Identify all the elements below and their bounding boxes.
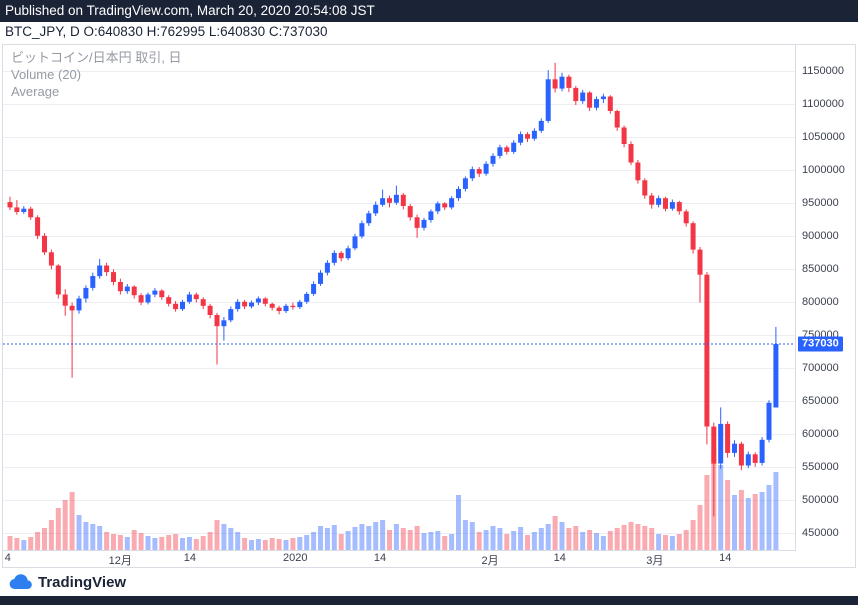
price-tick-label: 850000 (802, 263, 839, 276)
time-tick-label: 2月 (481, 555, 499, 567)
bottom-navy-strip (0, 596, 858, 605)
price-tick-label: 900000 (802, 230, 839, 243)
time-axis[interactable]: 4 12月 14 2020 14 2月 14 3月 14 (3, 551, 795, 567)
time-tick-label: 14 (183, 552, 197, 564)
published-header: Published on TradingView.com, March 20, … (0, 0, 858, 22)
price-tick-label: 1150000 (802, 65, 845, 78)
time-tick-label: 2020 (282, 552, 308, 564)
ohlc-header: BTC_JPY, D O:640830 H:762995 L:640830 C:… (0, 22, 858, 44)
price-tick-label: 650000 (802, 395, 839, 408)
footer-bar: TradingView (0, 568, 858, 596)
price-tick-label: 500000 (802, 494, 839, 507)
price-tick-label: 950000 (802, 197, 839, 210)
tradingview-cloud-icon (9, 574, 32, 590)
price-axis[interactable]: 1150000 1100000 1050000 1000000 950000 900000… (796, 45, 856, 550)
price-tick-label: 550000 (802, 461, 839, 474)
price-tick-label: 1100000 (802, 98, 845, 111)
time-tick-label: 3月 (646, 555, 664, 567)
symbol-ohlc-text: BTC_JPY, D O:640830 H:762995 L:640830 C:… (5, 24, 328, 39)
price-tick-label: 700000 (802, 362, 839, 375)
chart-block: ビットコイン/日本円 取引, 日 Volume (20) Average 115… (2, 44, 856, 568)
time-tick-label: 14 (719, 552, 732, 564)
candlestick-plot[interactable] (3, 45, 795, 550)
last-price-tag: 737030 (798, 336, 843, 352)
published-text: Published on TradingView.com, March 20, … (5, 3, 375, 18)
time-tick-label: 12月 (108, 555, 132, 567)
tradingview-logo-text[interactable]: TradingView (38, 573, 127, 591)
time-tick-label: 14 (553, 552, 566, 564)
time-tick-label: 4 (4, 552, 11, 564)
chart-plot-area[interactable]: ビットコイン/日本円 取引, 日 Volume (20) Average (3, 45, 796, 551)
price-tick-label: 1000000 (802, 164, 845, 177)
price-tick-label: 450000 (802, 527, 839, 540)
price-tick-label: 1050000 (802, 131, 845, 144)
price-tick-label: 600000 (802, 428, 839, 441)
price-tick-label: 800000 (802, 296, 839, 309)
time-tick-label: 14 (373, 552, 387, 564)
